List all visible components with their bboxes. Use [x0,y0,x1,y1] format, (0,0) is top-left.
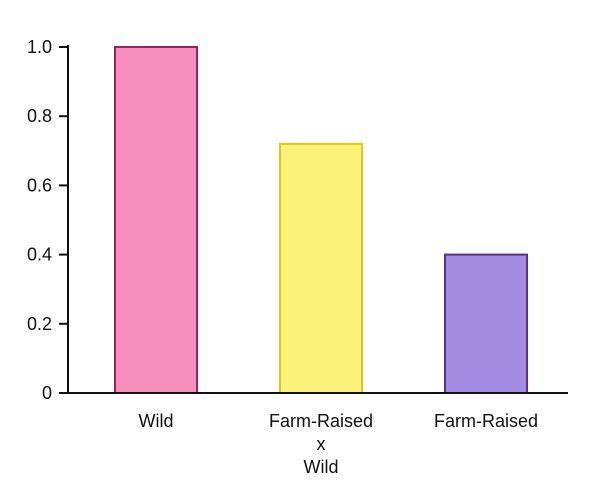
x-category-label: Farm-Raised [434,411,538,431]
bar [114,46,198,394]
y-tick-label: 0.2 [27,314,52,334]
x-category-label: Wild [304,457,339,477]
y-tick-label: 0.4 [27,245,52,265]
x-axis: Wild Farm-Raised x Wild Farm-Raised [67,392,568,477]
y-tick-label: 1.0 [27,37,52,57]
bar [444,253,528,394]
x-category-label: x [317,434,326,454]
y-axis: 0 0.2 0.4 0.6 0.8 1.0 [27,37,69,403]
bar [279,142,363,394]
x-category-label: Wild [139,411,174,431]
y-tick-label: 0.6 [27,175,52,195]
x-category-label: Farm-Raised [269,411,373,431]
y-tick-label: 0 [42,383,52,403]
bars [114,46,528,394]
y-tick-label: 0.8 [27,106,52,126]
